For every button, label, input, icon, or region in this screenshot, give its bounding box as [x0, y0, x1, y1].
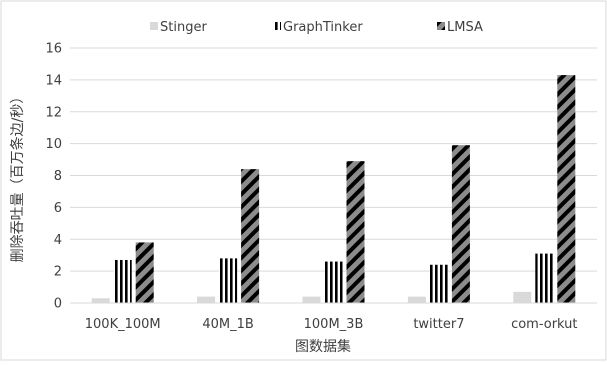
y-tick-label: 14	[45, 73, 62, 88]
x-axis-ticks: 100K_100M 40M_1B 100M_3B twitter7 com-orkut	[85, 317, 578, 332]
x-axis-title: 图数据集	[295, 338, 351, 355]
x-tick-label: 40M_1B	[202, 317, 253, 332]
bar-lmsa-com-orkut	[557, 75, 576, 303]
x-tick-label: 100M_3B	[304, 317, 364, 332]
y-tick-label: 4	[54, 233, 62, 248]
legend-label-graphtinker: GraphTinker	[283, 20, 363, 35]
bars	[70, 75, 597, 304]
y-tick-label: 16	[45, 42, 62, 57]
bar-lmsa-100k-100m	[135, 242, 154, 303]
y-tick-label: 10	[45, 137, 62, 152]
bar-graphtinker-100m-3b	[324, 261, 343, 303]
y-tick-label: 0	[54, 297, 62, 312]
y-axis-ticks: 0 2 4 6 8 10 12 14 16	[45, 42, 62, 312]
grid-lines	[70, 47, 597, 304]
y-axis-title: 删除吞吐量（百万条边/秒）	[9, 90, 26, 263]
bar-lmsa-100m-3b	[346, 161, 365, 303]
y-tick-label: 8	[54, 169, 62, 184]
legend-swatch-lmsa	[437, 22, 445, 30]
bar-lmsa-twitter7	[451, 145, 470, 303]
bar-graphtinker-twitter7	[429, 264, 448, 303]
y-tick-label: 12	[45, 105, 62, 120]
y-tick-label: 6	[54, 201, 62, 216]
bar-graphtinker-40m-1b	[219, 258, 238, 303]
x-tick-label: twitter7	[413, 317, 464, 332]
bar-stinger-40m-1b	[197, 296, 216, 303]
legend-swatch-graphtinker	[273, 22, 281, 30]
legend: Stinger GraphTinker LMSA	[150, 20, 483, 35]
bar-stinger-twitter7	[407, 296, 426, 303]
bar-stinger-com-orkut	[513, 291, 532, 303]
legend-swatch-stinger	[150, 22, 158, 30]
x-tick-label: com-orkut	[511, 317, 577, 332]
bar-graphtinker-100k-100m	[113, 259, 132, 303]
bar-stinger-100m-3b	[302, 296, 321, 303]
y-tick-label: 2	[54, 265, 62, 280]
bar-graphtinker-com-orkut	[535, 253, 554, 303]
bar-lmsa-40m-1b	[241, 169, 260, 303]
x-tick-label: 100K_100M	[85, 317, 161, 332]
bar-stinger-100k-100m	[91, 298, 110, 303]
legend-label-stinger: Stinger	[160, 20, 207, 35]
legend-label-lmsa: LMSA	[447, 20, 483, 35]
